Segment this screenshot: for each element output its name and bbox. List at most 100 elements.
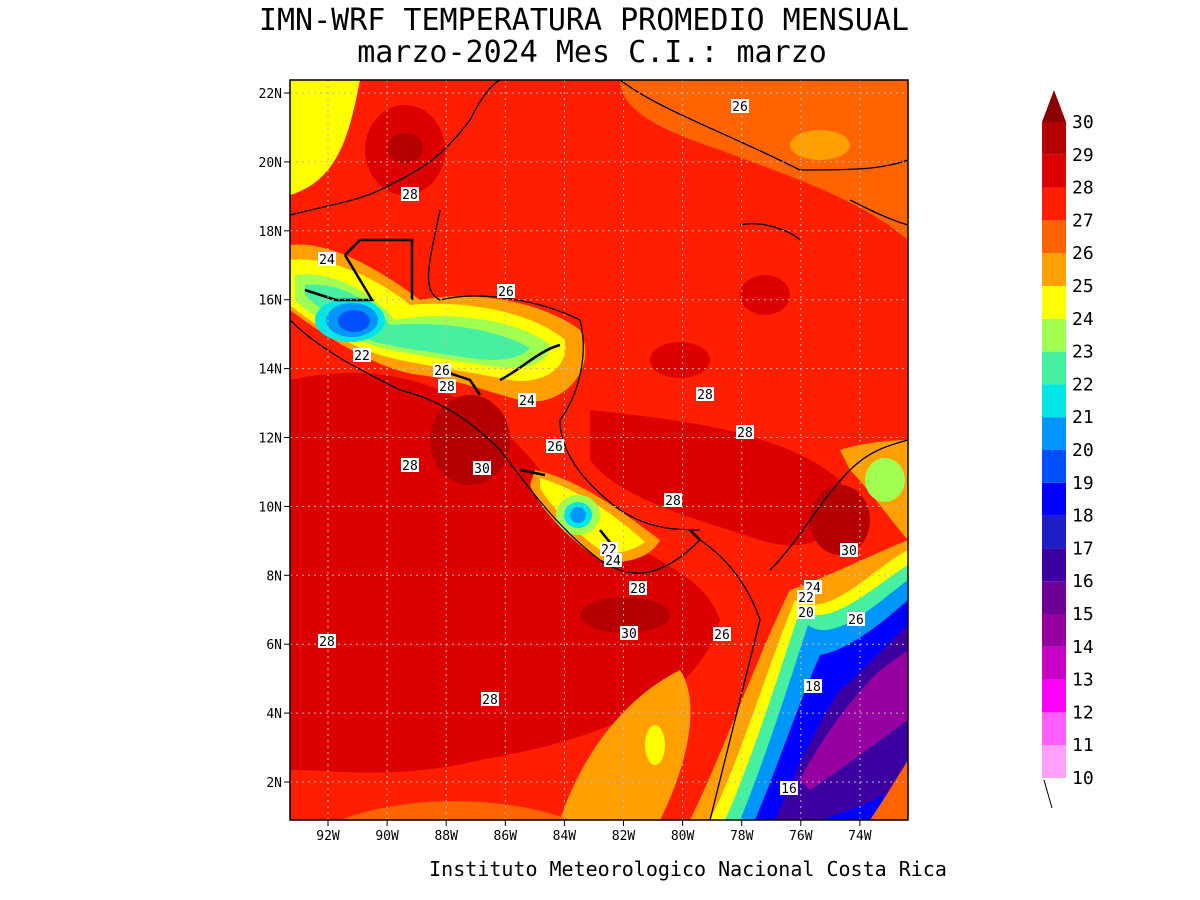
colorbar-label: 10 [1072,768,1094,789]
colorbar-label: 19 [1072,473,1094,494]
colorbar-label: 11 [1072,735,1094,756]
colorbar-label: 29 [1072,145,1094,166]
colorbar-label: 14 [1072,637,1094,658]
lon-tick-label: 80W [671,829,695,844]
colorbar-box [1042,318,1066,352]
colorbar-label: 22 [1072,374,1094,395]
title-line: marzo-2024 Mes C.I.: marzo [357,35,827,70]
colorbar-box [1042,122,1066,155]
colorbar-label: 15 [1072,604,1094,625]
colorbar-box [1042,253,1066,286]
title-line: IMN-WRF TEMPERATURA PROMEDIO MENSUAL [259,3,909,38]
colorbar-label: 13 [1072,670,1094,691]
contour-label-box [664,493,682,507]
colorbar-box [1042,515,1066,549]
contour-label-box [318,252,336,266]
colorbar-box [1042,745,1066,778]
contour-label-box [438,379,456,393]
contour-label: 24 [519,394,535,409]
colorbar-box [1042,712,1066,746]
lat-tick-label: 8N [266,569,282,584]
contour-label-box [736,425,754,439]
colorbar-label: 24 [1072,309,1094,330]
lon-tick-label: 78W [730,829,754,844]
contour-label: 26 [714,628,730,643]
colorbar-label: 30 [1072,112,1094,133]
lon-tick-label: 92W [316,829,340,844]
contour-label: 28 [630,582,646,597]
colorbar-box [1042,286,1066,319]
contour-label: 26 [547,440,563,455]
colorbar-box [1042,548,1066,582]
colorbar-label: 26 [1072,243,1094,264]
lat-tick-label: 22N [259,87,282,102]
lon-tick-label: 84W [553,829,577,844]
lat-tick-label: 10N [259,500,282,515]
colorbar-label: 18 [1072,506,1094,527]
colorbar-box [1042,646,1066,680]
contour-label: 28 [319,635,335,650]
contour-label: 28 [697,388,713,403]
contour-label-box [620,626,638,640]
contour-label-box [797,590,815,604]
map-frame [289,79,909,821]
colorbar-box [1042,679,1066,713]
graticule [284,80,908,826]
contour-label-box [353,348,371,362]
contour-label: 20 [798,606,814,621]
contour-label: 16 [781,782,797,797]
contour-label: 30 [474,462,490,477]
colorbar-label: 17 [1072,538,1094,559]
colorbar-label: 28 [1072,178,1094,199]
colorbar-bottom-tick [1043,779,1053,809]
contour-label: 28 [402,459,418,474]
temperature-field [290,80,908,820]
contour-label-box [731,99,749,113]
lat-tick-label: 18N [259,225,282,240]
contour-label-box [318,634,336,648]
contour-label-box [780,781,798,795]
contour-label: 30 [841,544,857,559]
lat-tick-label: 12N [259,432,282,447]
contour-label-box [629,581,647,595]
contour-label: 22 [798,591,814,606]
contour-label-box [604,553,622,567]
colorbar-box [1042,417,1066,450]
lat-tick-label: 20N [259,156,282,171]
footer: Instituto Meteorologico Nacional Costa R… [429,857,947,881]
contour-label: 18 [805,680,821,695]
contour-label-box [797,605,815,619]
contour-label: 28 [665,494,681,509]
colorbar-box [1042,581,1066,614]
contour-label-box [473,461,491,475]
lon-tick-label: 74W [848,829,872,844]
contour-label: 24 [319,253,335,268]
contour-label-box [713,627,731,641]
colorbar-top-triangle [1042,90,1066,122]
lat-tick-label: 14N [259,363,282,378]
colorbar-label: 16 [1072,571,1094,592]
colorbar-box [1042,220,1066,254]
contour-label-box [518,393,536,407]
contour-label: 22 [354,349,370,364]
contour-label: 26 [848,613,864,628]
lat-tick-label: 6N [266,638,282,653]
contour-label: 28 [482,693,498,708]
contour-label: 30 [621,627,637,642]
colorbar-box [1042,187,1066,221]
contour-label-box [497,284,515,298]
contour-label-box [401,187,419,201]
contour-label: 26 [498,285,514,300]
contour-label-box [840,543,858,557]
lat-tick-label: 4N [266,707,282,722]
contour-label-box [696,387,714,401]
colorbar-label: 21 [1072,407,1094,428]
colorbar-box [1042,450,1066,483]
colorbar-box [1042,384,1066,418]
contour-label-box [481,692,499,706]
lon-tick-label: 86W [494,829,518,844]
lon-tick-label: 82W [612,829,636,844]
lat-tick-label: 16N [259,294,282,309]
contour-label: 28 [402,188,418,203]
